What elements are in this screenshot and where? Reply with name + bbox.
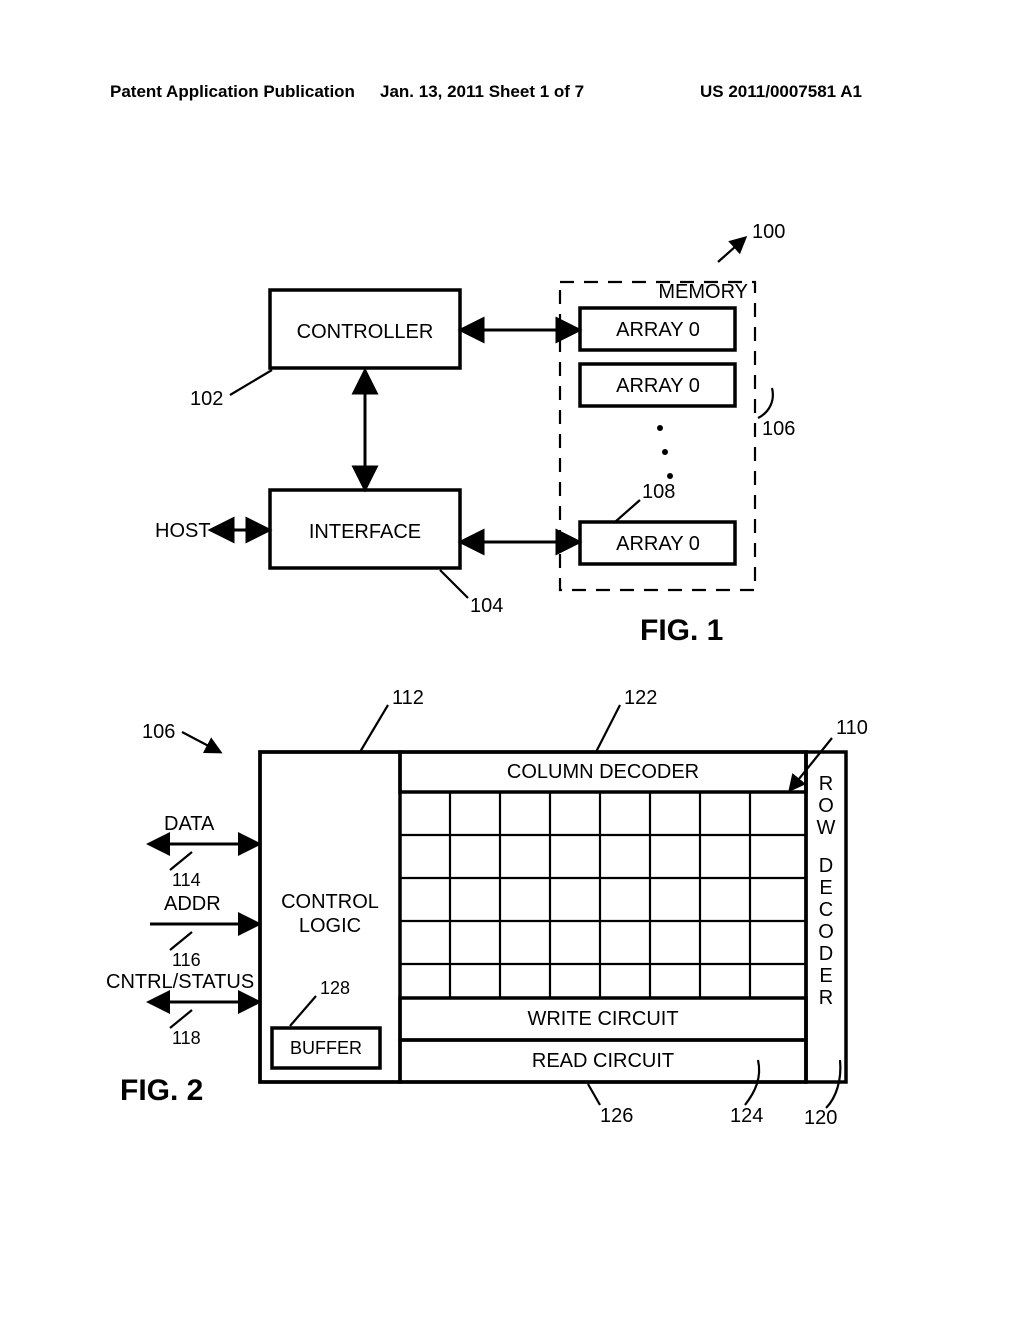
- data-label: DATA: [164, 813, 215, 835]
- ref-124: 124: [730, 1105, 763, 1127]
- svg-text:O: O: [818, 921, 834, 943]
- ref-120: 120: [804, 1107, 837, 1129]
- header-right: US 2011/0007581 A1: [700, 82, 862, 102]
- ref-122: 122: [624, 687, 657, 709]
- ref-110: 110: [836, 717, 868, 739]
- buffer-label: BUFFER: [290, 1038, 362, 1058]
- ref-116: 116: [172, 950, 201, 970]
- control-logic-label-2: LOGIC: [299, 915, 361, 937]
- array-0-n: ARRAY 0: [580, 522, 735, 564]
- write-circuit-label: WRITE CIRCUIT: [527, 1008, 678, 1030]
- header-mid: Jan. 13, 2011 Sheet 1 of 7: [380, 82, 584, 102]
- ref-100: 100: [752, 221, 785, 243]
- svg-text:O: O: [818, 795, 834, 817]
- memory-grid: [400, 792, 806, 998]
- cntrl-label: CNTRL/STATUS: [106, 971, 254, 993]
- svg-text:ARRAY 0: ARRAY 0: [616, 319, 700, 341]
- header-left: Patent Application Publication: [110, 82, 355, 102]
- svg-text:ARRAY 0: ARRAY 0: [616, 533, 700, 555]
- read-circuit-label: READ CIRCUIT: [532, 1050, 674, 1072]
- fig2-svg: 106 112 122 110 CONTROL LOGIC BUFFER 128…: [0, 660, 1024, 1200]
- svg-text:R: R: [819, 987, 833, 1009]
- svg-text:D: D: [819, 855, 833, 877]
- array-0-b: ARRAY 0: [580, 364, 735, 406]
- svg-text:C: C: [819, 899, 833, 921]
- ref-106-fig2: 106: [142, 721, 175, 743]
- ref-102: 102: [190, 388, 223, 410]
- memory-label: MEMORY: [658, 281, 748, 303]
- host-label: HOST: [155, 520, 211, 542]
- control-logic-label-1: CONTROL: [281, 891, 379, 913]
- fig1-title: FIG. 1: [640, 614, 723, 647]
- svg-text:W: W: [817, 817, 836, 839]
- controller-block: CONTROLLER: [270, 290, 460, 368]
- ref-128: 128: [320, 978, 350, 998]
- svg-text:D: D: [819, 943, 833, 965]
- controller-label: CONTROLLER: [297, 321, 434, 343]
- row-decoder-label: R O W D E C O D E R: [817, 773, 836, 1009]
- interface-block: INTERFACE: [270, 490, 460, 568]
- addr-label: ADDR: [164, 893, 221, 915]
- ref-106: 106: [762, 418, 795, 440]
- ref-114: 114: [172, 870, 201, 890]
- ref-108: 108: [642, 481, 675, 503]
- fig2-title: FIG. 2: [120, 1074, 203, 1107]
- fig1-system-ref: 100: [718, 221, 785, 262]
- ref-118: 118: [172, 1028, 201, 1048]
- array-0-a: ARRAY 0: [580, 308, 735, 350]
- ref-126: 126: [600, 1105, 633, 1127]
- svg-text:E: E: [819, 877, 832, 899]
- column-decoder-label: COLUMN DECODER: [507, 761, 699, 783]
- ref-104: 104: [470, 595, 503, 617]
- interface-label: INTERFACE: [309, 521, 421, 543]
- svg-text:ARRAY 0: ARRAY 0: [616, 375, 700, 397]
- svg-text:R: R: [819, 773, 833, 795]
- svg-text:E: E: [819, 965, 832, 987]
- ref-112: 112: [392, 687, 424, 709]
